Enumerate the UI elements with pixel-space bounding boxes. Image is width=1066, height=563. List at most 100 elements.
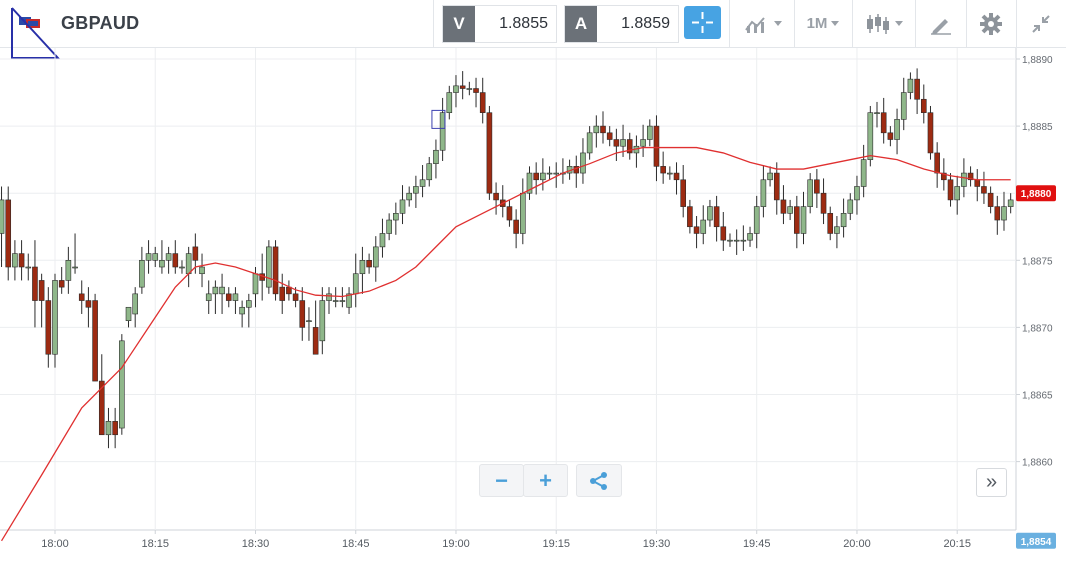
zoom-in-button[interactable]: + — [523, 464, 568, 497]
bull-candle — [65, 260, 72, 281]
bull-candle — [1007, 199, 1014, 207]
price-tag-label: 1,8854 — [1021, 537, 1052, 548]
bull-candle — [246, 300, 252, 308]
bull-candle — [105, 421, 112, 436]
bear-candle — [660, 166, 666, 174]
hover-marker — [431, 109, 446, 129]
bear-candle — [98, 380, 105, 436]
gbp-aud-flag-icon — [11, 7, 60, 59]
scroll-to-latest-button[interactable]: » — [976, 468, 1007, 497]
bear-candle — [653, 125, 660, 167]
bull-candle — [379, 233, 386, 248]
sell-price: 1.8855 — [499, 15, 548, 32]
toolbar-divider — [729, 0, 730, 47]
bull-candle — [620, 139, 626, 147]
bull-candle — [426, 163, 433, 181]
toolbar-divider — [433, 0, 434, 47]
bear-candle — [606, 132, 613, 140]
bull-candle — [453, 85, 459, 93]
bear-candle — [513, 219, 519, 234]
bear-candle — [225, 293, 232, 301]
bear-candle — [172, 253, 179, 268]
bull-candle — [352, 273, 359, 295]
bear-candle — [994, 206, 1001, 221]
bear-candle — [673, 172, 680, 181]
bear-candle — [947, 179, 954, 201]
sell-price-button[interactable]: V 1.8855 — [442, 5, 557, 43]
bear-candle — [459, 85, 466, 89]
bull-candle — [840, 213, 847, 228]
indicators-menu[interactable] — [735, 0, 791, 47]
bear-candle — [18, 253, 25, 268]
share-button[interactable] — [576, 464, 622, 497]
bull-candle — [867, 112, 874, 160]
candlestick-chart[interactable]: 1,8890 1,8885 1,8880 1,8875 1,8870 1,8865 1,88… — [0, 48, 1066, 563]
candles-layer — [0, 68, 1014, 449]
bull-candle — [854, 186, 860, 201]
draw-tool-icon — [931, 18, 951, 35]
toolbar-divider — [966, 0, 967, 47]
bear-candle — [794, 206, 800, 234]
bull-candle — [526, 172, 533, 194]
bull-candle — [419, 179, 426, 187]
timeframe-menu[interactable]: 1M — [797, 0, 849, 47]
bull-candle — [326, 293, 332, 301]
bull-candle — [239, 306, 245, 315]
bull-candle — [199, 266, 205, 275]
settings-gear-icon — [980, 12, 1002, 35]
toolbar-divider — [852, 0, 853, 47]
x-tick-label: 19:30 — [643, 538, 671, 550]
bull-candle — [372, 246, 379, 268]
bull-candle — [580, 152, 586, 174]
zoom-out-button[interactable]: − — [479, 464, 524, 497]
crosshair-button[interactable] — [684, 6, 721, 39]
y-tick-label: 1,8865 — [1022, 391, 1053, 402]
buy-price-button[interactable]: A 1.8859 — [564, 5, 679, 43]
symbol-name: GBPAUD — [61, 13, 140, 33]
bull-candle — [386, 219, 392, 234]
bear-candle — [941, 172, 947, 181]
bear-candle — [45, 300, 52, 355]
crosshair-icon — [692, 12, 713, 33]
bear-candle — [814, 179, 820, 194]
bull-candle — [753, 206, 760, 234]
bear-candle — [112, 421, 118, 436]
bull-candle — [787, 206, 793, 214]
bull-candle — [707, 206, 713, 221]
bear-candle — [981, 186, 987, 194]
bull-candle — [446, 92, 453, 113]
bull-candle — [399, 199, 406, 214]
bull-candle — [266, 246, 272, 288]
bear-candle — [506, 206, 513, 221]
bear-candle — [479, 92, 486, 113]
bear-candle — [78, 293, 85, 301]
bull-candle — [359, 260, 366, 275]
bear-candle — [974, 179, 981, 187]
chart-toolbar: GBPAUD V 1.8855 A 1.8859 1M — [0, 0, 1066, 59]
bull-candle — [52, 280, 58, 355]
bear-candle — [493, 192, 499, 201]
draw-tool-button[interactable] — [917, 0, 965, 47]
bull-candle — [132, 293, 138, 315]
bull-candle — [646, 125, 653, 140]
x-tick-label: 18:00 — [41, 538, 69, 550]
bull-candle — [219, 286, 225, 295]
x-tick-label: 19:45 — [743, 538, 771, 550]
settings-button[interactable] — [967, 0, 1015, 47]
x-tick-label: 18:45 — [342, 538, 370, 550]
chart-type-menu[interactable] — [855, 0, 913, 47]
collapse-icon — [1032, 14, 1050, 33]
bear-candle — [85, 300, 92, 308]
bull-candle — [1001, 206, 1007, 221]
bull-candle — [319, 300, 326, 342]
bull-candle — [12, 253, 18, 268]
bear-candle — [292, 293, 299, 301]
y-tick-label: 1,8885 — [1022, 122, 1053, 133]
collapse-button[interactable] — [1017, 0, 1065, 47]
bear-candle — [713, 206, 720, 228]
bear-candle — [613, 139, 620, 147]
bull-candle — [159, 260, 165, 268]
bull-candle — [553, 172, 560, 175]
bull-candle — [139, 260, 145, 288]
bull-candle — [847, 199, 854, 214]
